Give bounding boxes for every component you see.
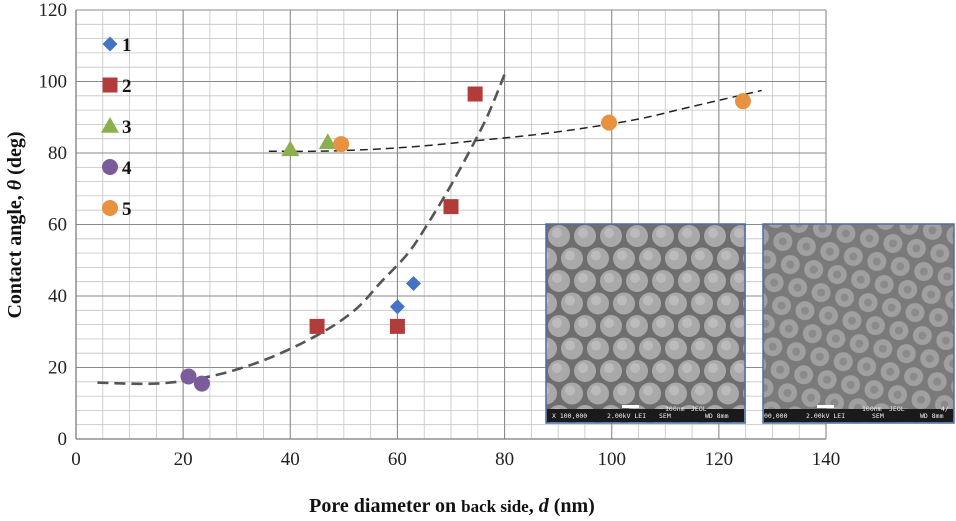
series-3-point [318, 133, 337, 150]
trendlines [97, 73, 762, 386]
sem-2-scale: 100nm [862, 405, 882, 413]
series-2-point [389, 318, 405, 334]
series-1-point [389, 299, 405, 315]
x-axis-title: Pore diameter on back side, d (nm) [309, 495, 595, 517]
trendline-1 [97, 73, 506, 386]
scale-bar-2 [817, 405, 834, 408]
sem-1-maker: JEOL [691, 405, 707, 413]
y-axis-title: Contact angle, θ (deg) [4, 131, 26, 318]
y-tick-label: 0 [58, 429, 68, 450]
legend-marker-3 [101, 117, 119, 133]
x-tick-label: 140 [812, 449, 841, 470]
legend-label-4: 4 [122, 158, 132, 179]
legend-marker-2 [102, 77, 118, 93]
trendline-2 [268, 89, 762, 153]
series-2-point [309, 318, 325, 334]
legend: 1 2 3 4 5 [101, 35, 132, 220]
series-5-point [601, 114, 618, 131]
sem-2-maker: JEOL [889, 405, 905, 413]
sem-1-scale: 100nm [665, 405, 685, 413]
series-2-point [467, 86, 483, 102]
legend-marker-5 [102, 200, 118, 216]
x-tick-label: 80 [495, 449, 514, 470]
sem-1-wd: WD 8mm [705, 412, 729, 420]
x-tick-label: 20 [174, 449, 193, 470]
sem-2-extra: 4/ [941, 405, 949, 413]
y-tick-label: 80 [48, 143, 67, 164]
series-4-point [180, 368, 197, 385]
sem-1-mag: X 100,000 [552, 412, 587, 420]
legend-label-3: 3 [122, 117, 132, 138]
y-tick-label: 40 [48, 286, 67, 307]
x-tick-label: 0 [71, 449, 81, 470]
sem-2-mag: 00,000 [764, 412, 788, 420]
sem-image-1: X 100,000 2.00kV LEI SEM WD 8mm 100nm JE… [545, 223, 746, 424]
sem-image-2: 00,000 2.00kV LEI SEM WD 8mm 100nm JEOL … [762, 223, 955, 424]
x-tick-label: 40 [281, 449, 300, 470]
sem-2-wd: WD 8mm [920, 412, 944, 420]
sem-1-mode: SEM [659, 412, 671, 420]
tick-labels: 0 20 40 60 80 100 120 140 0 20 40 60 80 100 120 [39, 0, 841, 470]
x-tick-label: 60 [388, 449, 407, 470]
sem-2-volt: 2.00kV LEI [806, 412, 845, 420]
legend-marker-4 [102, 159, 118, 175]
series-5-point [734, 93, 751, 110]
sem-2-mode: SEM [872, 412, 884, 420]
legend-label-5: 5 [122, 199, 132, 220]
y-tick-label: 60 [48, 215, 67, 236]
series-4-point [193, 375, 210, 392]
y-tick-label: 100 [39, 72, 68, 93]
data-points [180, 86, 751, 392]
x-tick-label: 120 [705, 449, 734, 470]
y-tick-label: 120 [39, 0, 68, 21]
sem-1-volt: 2.00kV LEI [607, 412, 646, 420]
legend-label-2: 2 [122, 76, 132, 97]
legend-marker-1 [102, 36, 118, 52]
series-1-point [406, 275, 421, 291]
x-tick-label: 100 [597, 449, 626, 470]
series-3-point [281, 140, 300, 157]
scale-bar-1 [622, 405, 639, 408]
legend-label-1: 1 [122, 35, 132, 56]
series-2-point [443, 199, 459, 215]
y-tick-label: 20 [48, 358, 67, 379]
series-5-point [333, 136, 350, 153]
